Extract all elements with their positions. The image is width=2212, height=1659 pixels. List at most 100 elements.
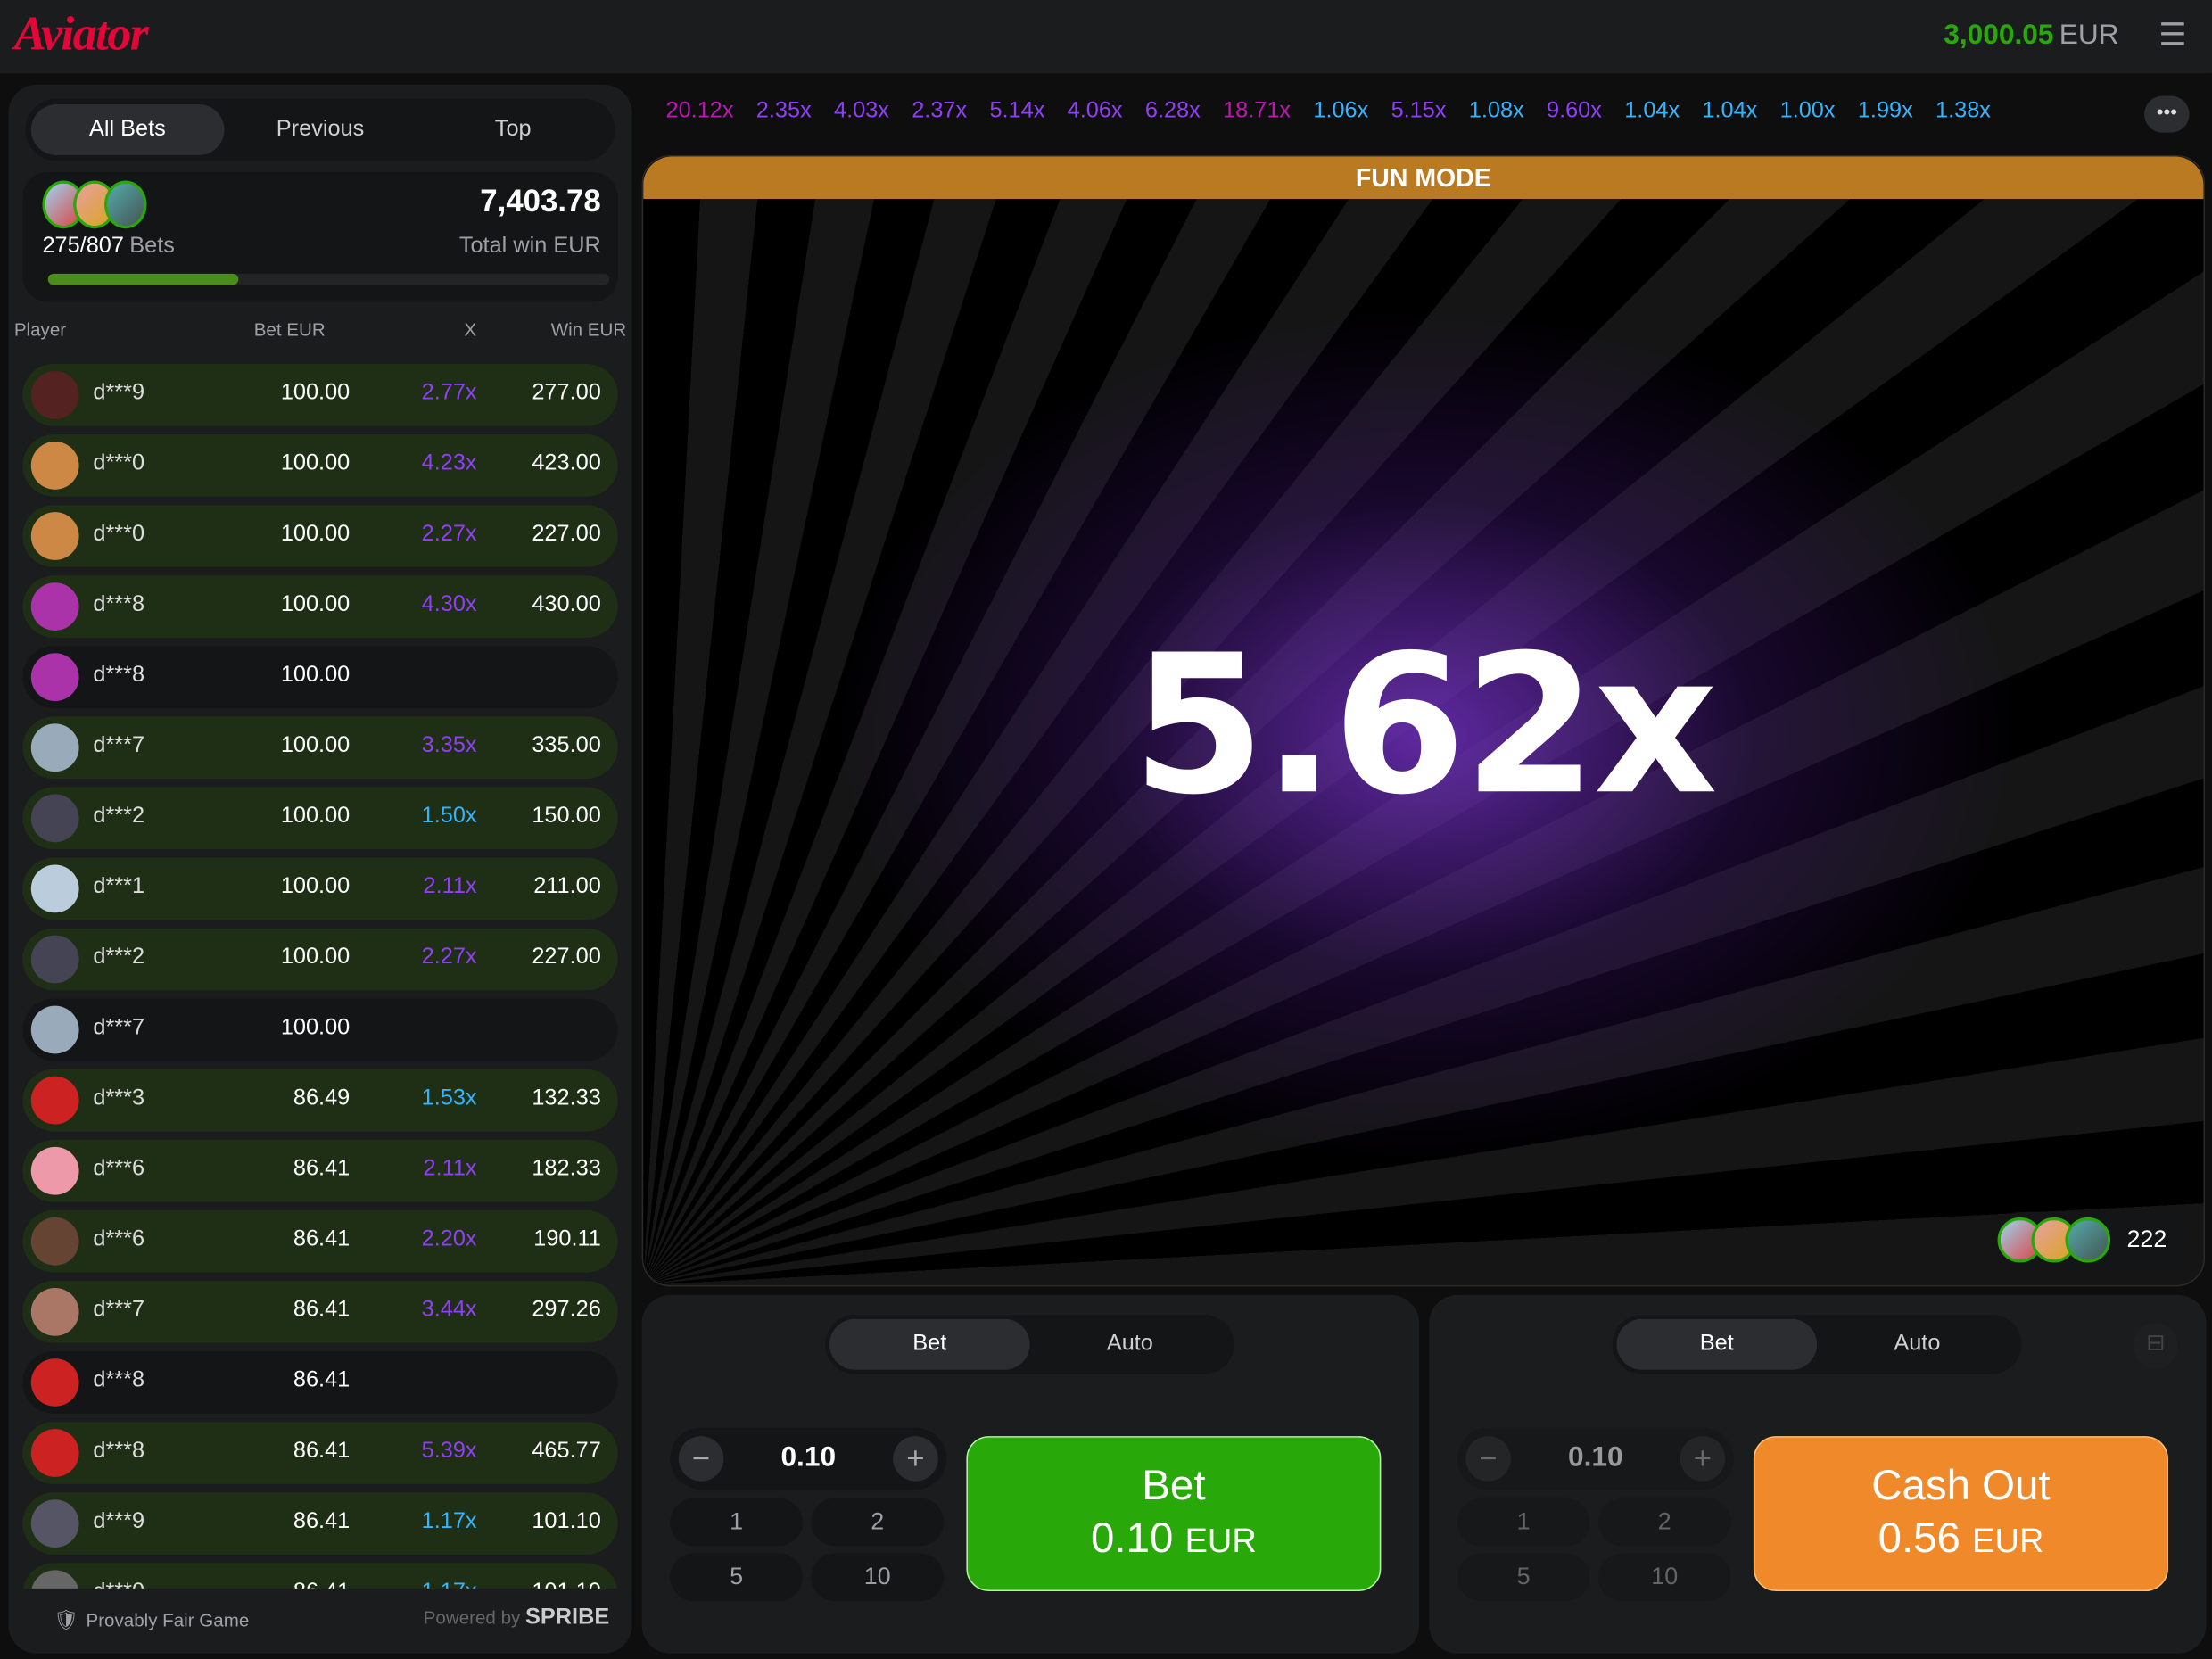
quick-amount-10[interactable]: 10 [811,1553,945,1602]
win-amount: 132.33 [532,1085,601,1110]
history-multiplier[interactable]: 1.06x [1313,98,1369,123]
bet-amount-stepper: − 0.10 + [670,1427,947,1490]
minus-icon[interactable]: − [678,1436,724,1482]
quick-amount-2[interactable]: 2 [1597,1498,1731,1547]
bets-progress-fill [47,273,239,285]
history-multiplier[interactable]: 5.15x [1391,98,1447,123]
tab-bet[interactable]: Bet [1616,1318,1818,1370]
avatar [30,1570,79,1592]
more-history-icon[interactable]: ••• [2144,95,2190,133]
bet-row: d***6 86.41 2.20x 190.11 [22,1210,618,1273]
history-multiplier[interactable]: 1.38x [1936,98,1991,123]
remove-panel-icon[interactable]: ⊟ [2133,1323,2178,1369]
multiplier: 4.23x [421,451,477,475]
cash-out-button[interactable]: Cash Out 0.56 EUR [1753,1436,2168,1592]
avatar [30,1146,79,1195]
bet-row: d***1 100.00 2.11x 211.00 [22,857,618,920]
bet-amount: 100.00 [280,451,351,475]
player-name: d***6 [93,1226,145,1251]
bets-footer: 🛡 Provably Fair Game Powered by SPRIBE [8,1588,632,1654]
tab-top[interactable]: Top [494,117,532,142]
history-multiplier[interactable]: 4.03x [834,98,889,123]
quick-amount-10[interactable]: 10 [1597,1553,1731,1602]
plus-icon[interactable]: + [1680,1436,1726,1482]
win-amount: 101.10 [532,1580,600,1591]
player-name: d***7 [93,1015,145,1040]
history-multiplier[interactable]: 18.71x [1223,98,1292,123]
plus-icon[interactable]: + [893,1436,938,1482]
bet-amount: 100.00 [280,522,351,547]
avatar [2065,1217,2111,1263]
bet-panel-1: Bet Auto − 0.10 + 1 2 5 10 Bet 0.10 EUR [641,1294,1420,1654]
bet-row: d***3 86.49 1.53x 132.33 [22,1069,618,1132]
bet-amount: 86.41 [293,1580,350,1591]
bet-button-label: Bet [1142,1463,1206,1510]
player-name: d***8 [93,592,145,617]
avatar [30,1358,79,1407]
win-amount: 465.77 [532,1439,601,1464]
tab-auto[interactable]: Auto [1106,1332,1153,1356]
quick-amount-5[interactable]: 5 [670,1553,803,1602]
avatar [30,794,79,843]
bets-count-value: 275/807 [42,234,124,259]
provably-fair-link[interactable]: Provably Fair Game [86,1609,250,1631]
tab-all-bets[interactable]: All Bets [30,104,224,155]
win-amount: 423.00 [532,451,601,475]
quick-amount-5[interactable]: 5 [1457,1553,1590,1602]
bet-amount: 100.00 [280,874,351,899]
total-win: 7,403.78 [480,183,601,219]
history-multiplier[interactable]: 9.60x [1547,98,1602,123]
multiplier: 1.50x [421,804,477,829]
history-multiplier[interactable]: 6.28x [1144,98,1201,123]
quick-amount-1[interactable]: 1 [1457,1498,1590,1547]
multiplier: 5.39x [421,1439,477,1464]
minus-icon[interactable]: − [1465,1436,1511,1482]
bets-list[interactable]: d***9 100.00 2.77x 277.00 d***0 100.00 4.23x 42… [22,364,618,1592]
history-multiplier[interactable]: 1.04x [1624,98,1680,123]
tab-previous[interactable]: Previous [276,117,365,142]
history-multiplier[interactable]: 2.35x [755,98,812,123]
bet-row: d***9 86.41 1.17x 101.10 [22,1492,618,1555]
player-name: d***7 [93,733,145,758]
win-amount: 211.00 [533,874,601,899]
avatar [30,1429,79,1477]
player-name: d***0 [93,522,145,547]
bet-amount: 100.00 [280,804,351,829]
bet-amount: 86.41 [293,1439,351,1464]
tab-bet[interactable]: Bet [829,1318,1030,1370]
bet-row: d***0 100.00 2.27x 227.00 [22,505,618,567]
player-name: d***8 [93,663,145,688]
bet-amount: 100.00 [280,1015,351,1040]
current-multiplier: 5.62x [1132,615,1718,838]
total-win-label: Total win EUR [458,234,601,259]
history-multiplier[interactable]: 1.04x [1702,98,1758,123]
history-multiplier[interactable]: 20.12x [665,98,734,123]
player-name: d***3 [93,1085,145,1110]
hamburger-icon[interactable]: ☰ [2158,16,2187,53]
multiplier: 1.17x [421,1509,477,1534]
win-amount: 430.00 [532,592,601,617]
history-multiplier[interactable]: 1.00x [1779,98,1836,123]
fun-mode-banner: FUN MODE [643,156,2204,200]
history-multiplier[interactable]: 1.99x [1857,98,1913,123]
history-multiplier[interactable]: 1.08x [1468,98,1524,123]
player-name: d***2 [93,945,145,970]
bet-amount-input[interactable]: 0.10 [780,1441,837,1473]
players-online: 222 [1992,1211,2190,1268]
col-win: Win EUR [550,318,627,341]
col-player: Player [13,318,67,341]
multiplier: 2.27x [421,945,477,970]
bet-amount: 100.00 [280,733,351,758]
history-multiplier[interactable]: 5.14x [989,98,1045,123]
quick-amount-1[interactable]: 1 [670,1498,803,1547]
history-multiplier[interactable]: 2.37x [912,98,968,123]
bet-amount-input[interactable]: 0.10 [1567,1441,1623,1473]
quick-amount-2[interactable]: 2 [811,1498,945,1547]
bet-amount: 86.41 [293,1226,351,1251]
tab-auto[interactable]: Auto [1894,1332,1941,1356]
bet-button[interactable]: Bet 0.10 EUR [966,1436,1382,1592]
win-amount: 297.26 [532,1298,601,1322]
multiplier: 3.35x [421,733,477,758]
col-bet: Bet EUR [253,318,326,341]
history-multiplier[interactable]: 4.06x [1067,98,1123,123]
